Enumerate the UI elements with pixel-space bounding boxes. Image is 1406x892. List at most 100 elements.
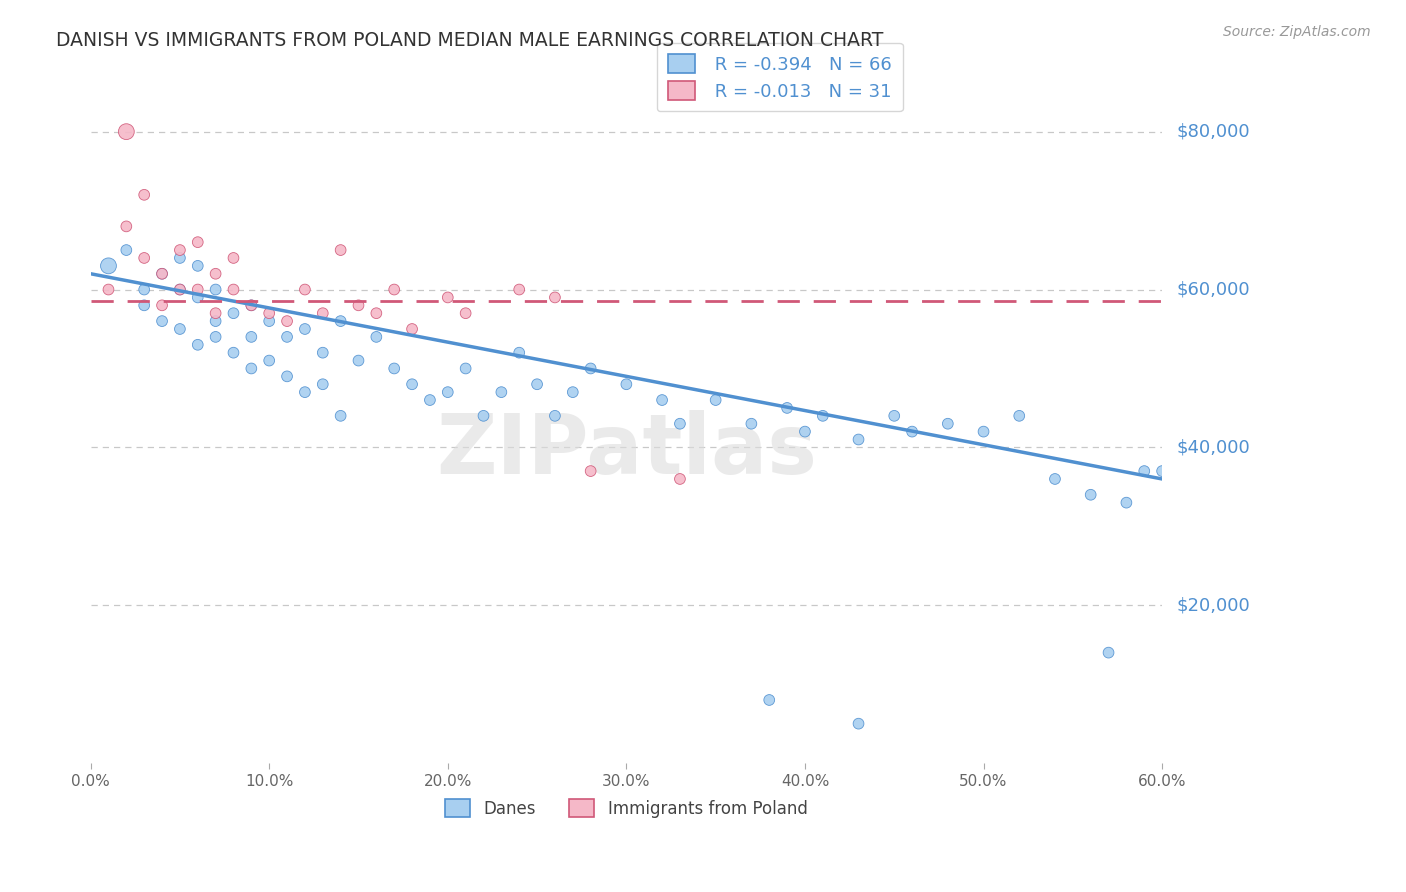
Point (257, 306, 280, 320)
Point (1115, 496, 1137, 510)
Point (1008, 409, 1031, 423)
Point (134, 283, 156, 297)
Point (472, 409, 495, 423)
Point (134, 298, 156, 312)
Point (150, 314, 173, 328)
Text: $40,000: $40,000 (1177, 438, 1250, 457)
Point (401, 377, 423, 392)
Point (848, 433, 870, 447)
Point (1133, 464, 1156, 478)
Point (204, 306, 226, 320)
Point (169, 251, 191, 265)
Point (794, 425, 817, 439)
Point (187, 259, 209, 273)
Point (97, 283, 120, 297)
Point (240, 330, 263, 344)
Point (312, 345, 335, 359)
Point (294, 385, 316, 400)
Point (848, 716, 870, 731)
Text: $20,000: $20,000 (1177, 596, 1250, 615)
Point (1152, 464, 1174, 478)
Point (150, 298, 173, 312)
Point (973, 425, 995, 439)
Point (508, 345, 530, 359)
Point (115, 219, 138, 234)
Point (740, 417, 762, 431)
Point (187, 290, 209, 304)
Point (187, 235, 209, 249)
Point (1043, 472, 1066, 486)
Point (561, 385, 583, 400)
Point (544, 409, 567, 423)
Point (134, 251, 156, 265)
Point (150, 267, 173, 281)
Text: $80,000: $80,000 (1177, 123, 1250, 141)
Point (419, 392, 441, 407)
Point (901, 425, 924, 439)
Point (169, 283, 191, 297)
Point (811, 409, 834, 423)
Point (347, 353, 370, 368)
Point (294, 283, 316, 297)
Point (150, 267, 173, 281)
Point (187, 338, 209, 352)
Point (366, 306, 388, 320)
Point (382, 283, 405, 297)
Point (204, 330, 226, 344)
Point (329, 409, 352, 423)
Point (222, 251, 245, 265)
Point (544, 290, 567, 304)
Point (257, 353, 280, 368)
Point (169, 322, 191, 336)
Point (1097, 646, 1119, 660)
Point (491, 385, 513, 400)
Point (240, 298, 263, 312)
Point (169, 243, 191, 257)
Point (134, 187, 156, 202)
Point (312, 306, 335, 320)
Point (204, 283, 226, 297)
Text: Source: ZipAtlas.com: Source: ZipAtlas.com (1223, 25, 1371, 39)
Point (1080, 488, 1102, 502)
Point (704, 392, 727, 407)
Point (294, 322, 316, 336)
Point (651, 392, 673, 407)
Legend: Danes, Immigrants from Poland: Danes, Immigrants from Poland (439, 792, 814, 824)
Point (776, 401, 799, 415)
Point (436, 290, 458, 304)
Point (222, 283, 245, 297)
Text: $60,000: $60,000 (1177, 280, 1250, 299)
Point (454, 306, 477, 320)
Point (329, 314, 352, 328)
Point (758, 693, 780, 707)
Point (454, 361, 477, 376)
Point (97, 259, 120, 273)
Point (222, 345, 245, 359)
Point (276, 369, 298, 384)
Point (579, 361, 602, 376)
Point (526, 377, 548, 392)
Point (669, 472, 692, 486)
Point (436, 385, 458, 400)
Point (240, 361, 263, 376)
Point (936, 417, 959, 431)
Point (187, 283, 209, 297)
Point (115, 125, 138, 139)
Point (115, 243, 138, 257)
Point (382, 361, 405, 376)
Point (204, 314, 226, 328)
Point (614, 377, 637, 392)
Point (222, 306, 245, 320)
Point (366, 330, 388, 344)
Point (276, 314, 298, 328)
Point (883, 409, 905, 423)
Text: ZIPatlas: ZIPatlas (436, 410, 817, 491)
Point (669, 417, 692, 431)
Text: DANISH VS IMMIGRANTS FROM POLAND MEDIAN MALE EARNINGS CORRELATION CHART: DANISH VS IMMIGRANTS FROM POLAND MEDIAN … (56, 31, 883, 50)
Point (204, 267, 226, 281)
Point (579, 464, 602, 478)
Point (240, 298, 263, 312)
Point (347, 298, 370, 312)
Point (329, 243, 352, 257)
Point (169, 283, 191, 297)
